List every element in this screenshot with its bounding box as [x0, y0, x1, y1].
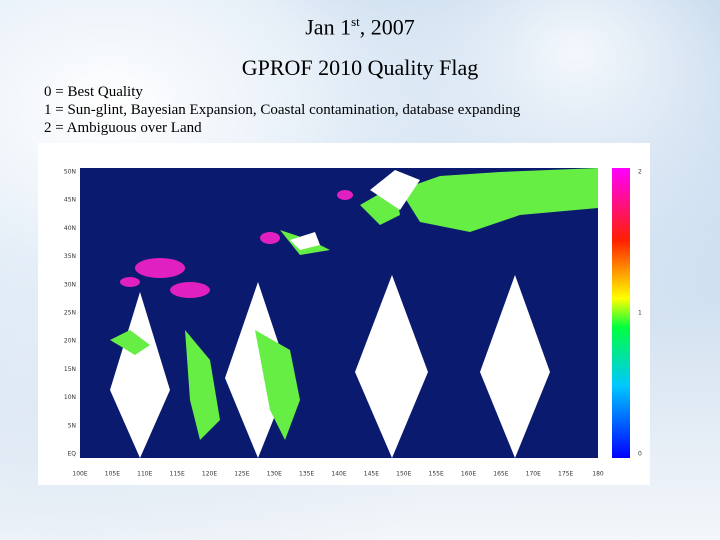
lon-label: 155E — [429, 471, 444, 478]
lon-label: 125E — [234, 471, 249, 478]
lon-label: 165E — [493, 471, 508, 478]
lat-label: 30N — [64, 281, 76, 288]
colorbar — [612, 168, 630, 458]
legend-line: 0 = Best Quality — [44, 84, 143, 100]
lat-label: 15N — [64, 366, 76, 373]
lon-label: 110E — [137, 471, 152, 478]
subtitle: GPROF 2010 Quality Flag — [0, 55, 720, 81]
lon-label: 115E — [170, 471, 185, 478]
title: Jan 1st, 2007 — [0, 14, 720, 40]
title-text: Jan 1 — [305, 14, 352, 40]
lat-label: 25N — [64, 310, 76, 317]
ambiguous-land — [290, 170, 420, 250]
lon-label: 145E — [364, 471, 379, 478]
lon-label: 135E — [299, 471, 314, 478]
lon-label: 170E — [526, 471, 541, 478]
lon-label: 100E — [72, 471, 87, 478]
subtitle-text: GPROF 2010 Quality Flag — [241, 55, 479, 80]
colorbar-label: 1 — [638, 310, 642, 317]
lat-label: 5N — [68, 422, 76, 429]
lat-label: 35N — [64, 253, 76, 260]
lon-label: 140E — [331, 471, 346, 478]
lon-label: 105E — [105, 471, 120, 478]
colorbar-label: 0 — [638, 451, 642, 458]
lat-label: EQ — [67, 451, 76, 458]
lat-label: 40N — [64, 225, 76, 232]
legend-line: 1 = Sun-glint, Bayesian Expansion, Coast… — [44, 102, 521, 118]
legend-line: 2 = Ambiguous over Land — [44, 120, 202, 136]
lon-label: 120E — [202, 471, 217, 478]
lat-label: 10N — [64, 394, 76, 401]
lat-label: 45N — [64, 197, 76, 204]
lon-label: 180 — [592, 471, 604, 478]
lon-label: 130E — [267, 471, 282, 478]
swath-gaps — [110, 275, 550, 458]
title-sup: st — [351, 14, 360, 29]
lat-label: 20N — [64, 338, 76, 345]
lon-label: 175E — [558, 471, 573, 478]
lon-label: 160E — [461, 471, 476, 478]
lat-label: 50N — [64, 169, 76, 176]
lon-label: 150E — [396, 471, 411, 478]
title-text: , 2007 — [359, 14, 415, 40]
colorbar-label: 2 — [638, 169, 642, 176]
quality-2 — [120, 190, 353, 298]
